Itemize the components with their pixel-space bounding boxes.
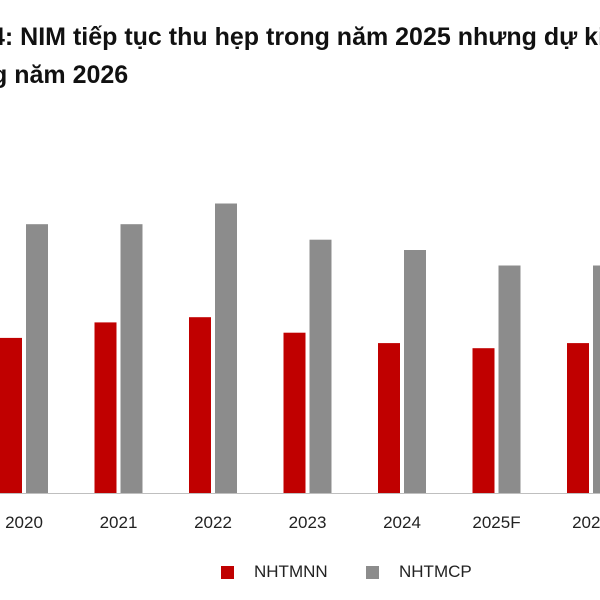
x-tick-label-2026: 2026 xyxy=(572,513,600,532)
bar-nhtmnn-2021 xyxy=(94,322,117,493)
x-tick-label-2022: 2022 xyxy=(194,513,232,532)
bar-nhtmcp-2022 xyxy=(215,203,237,493)
bar-nhtmnn-2024 xyxy=(378,343,400,493)
chart-title-line-2: g năm 2026 xyxy=(0,61,129,89)
legend-swatch-nhtmcp xyxy=(366,565,379,579)
x-tick-label-2023: 2023 xyxy=(289,513,327,532)
legend-item-nhtmnn: NHTMNN xyxy=(221,562,328,582)
legend: NHTMNN NHTMCP xyxy=(0,562,600,586)
bar-nhtmcp-2021 xyxy=(120,224,143,493)
bar-nhtmnn-2023 xyxy=(283,332,306,493)
bar-nhtmnn-2026 xyxy=(567,343,589,493)
bar-nhtmnn-2025f xyxy=(472,348,495,493)
legend-label-nhtmnn: NHTMNN xyxy=(254,562,328,581)
legend-swatch-nhtmnn xyxy=(221,565,234,579)
x-tick-label-2025f: 2025F xyxy=(472,513,520,532)
x-tick-label-2020: 2020 xyxy=(5,513,43,532)
x-tick-label-2024: 2024 xyxy=(383,513,421,532)
legend-item-nhtmcp: NHTMCP xyxy=(366,562,472,582)
bar-nhtmcp-2024 xyxy=(404,250,426,493)
chart-title: 4: NIM tiếp tục thu hẹp trong năm 2025 n… xyxy=(0,18,600,94)
bar-nhtmcp-2023 xyxy=(309,239,332,493)
x-tick-label-2021: 2021 xyxy=(100,513,138,532)
bar-nhtmnn-2020 xyxy=(0,337,22,493)
legend-label-nhtmcp: NHTMCP xyxy=(399,562,472,581)
chart-title-line-1: 4: NIM tiếp tục thu hẹp trong năm 2025 n… xyxy=(0,23,600,51)
bar-nhtmcp-2020 xyxy=(26,224,48,493)
bar-nhtmnn-2022 xyxy=(189,317,211,493)
bar-nhtmcp-2025f xyxy=(498,265,521,493)
bar-nhtmcp-2026 xyxy=(593,265,600,493)
